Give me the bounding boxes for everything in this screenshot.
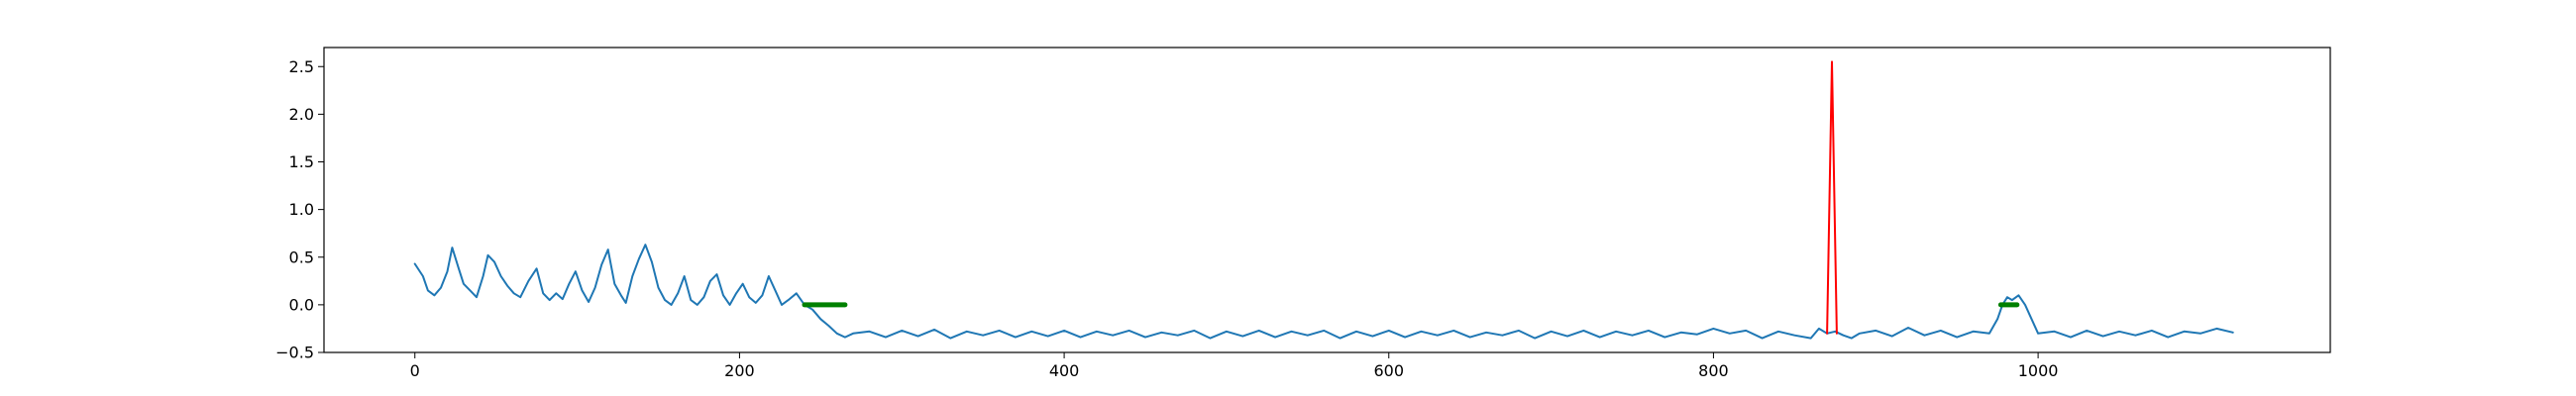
- y-tick-label: 1.5: [289, 152, 314, 171]
- x-tick-label: 200: [724, 361, 755, 380]
- x-axis: 0 200 400 600 800 1000: [410, 352, 2059, 380]
- x-tick-label: 0: [410, 361, 420, 380]
- y-tick-label: −0.5: [275, 344, 314, 362]
- x-tick-label: 800: [1698, 361, 1729, 380]
- y-tick-label: 1.0: [289, 200, 314, 219]
- y-tick-label: 0.0: [289, 295, 314, 314]
- x-tick-label: 600: [1373, 361, 1404, 380]
- plot-frame: [323, 47, 2331, 353]
- x-tick-label: 1000: [2018, 361, 2059, 380]
- plot-area: [413, 60, 2234, 340]
- signal-series-line: [413, 244, 2234, 340]
- x-tick-label: 400: [1049, 361, 1080, 380]
- red-spike-line: [1826, 60, 1838, 335]
- y-tick-label: 2.0: [289, 105, 314, 124]
- y-tick-label: 2.5: [289, 57, 314, 76]
- y-axis: −0.5 0.0 0.5 1.0 1.5 2.0 2.5: [275, 57, 324, 362]
- y-tick-label: 0.5: [289, 248, 314, 266]
